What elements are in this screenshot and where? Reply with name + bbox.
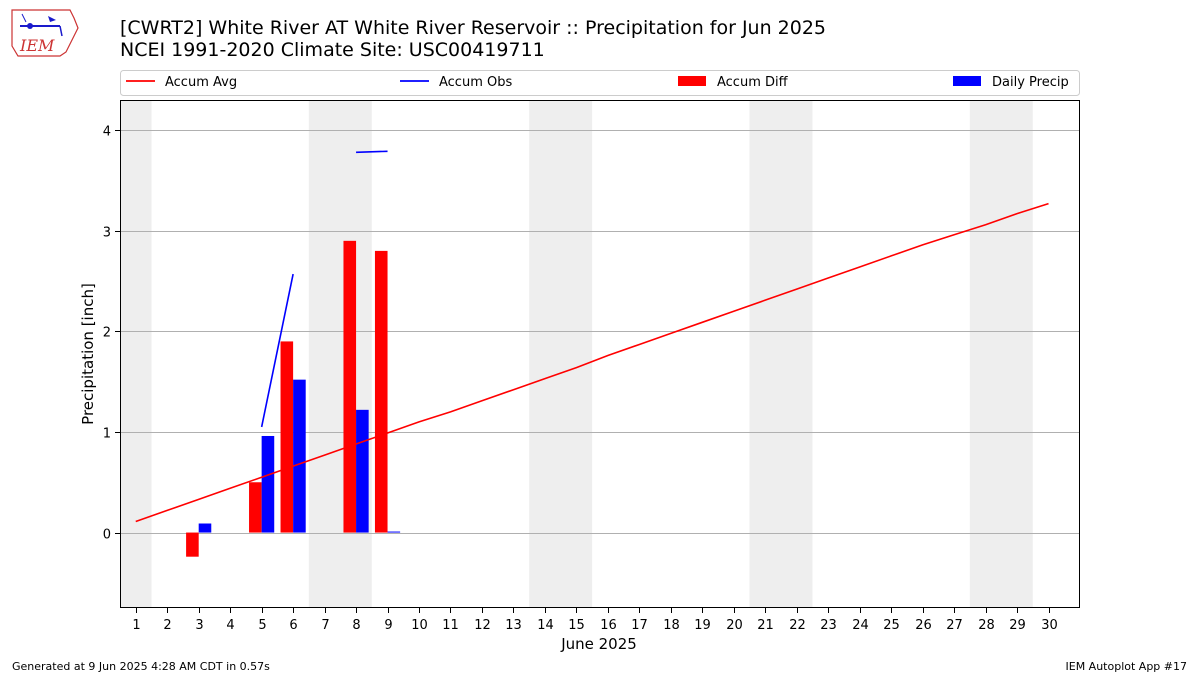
x-tick-label: 21 bbox=[757, 618, 774, 633]
accum-diff-bar bbox=[280, 341, 294, 533]
x-tick-label: 30 bbox=[1041, 618, 1058, 633]
x-tick-label: 27 bbox=[946, 618, 963, 633]
app-note: IEM Autoplot App #17 bbox=[1065, 660, 1188, 673]
y-tick-label: 1 bbox=[103, 427, 111, 442]
legend-frame bbox=[120, 70, 1080, 96]
x-tick-label: 26 bbox=[915, 618, 932, 633]
daily-precip-bar bbox=[293, 379, 306, 533]
grid-lines bbox=[120, 130, 1080, 534]
accum-diff-bar bbox=[249, 482, 262, 533]
x-tick-label: 15 bbox=[568, 618, 585, 633]
legend-accum-diff-swatch bbox=[678, 76, 706, 86]
accum-diff-bar bbox=[343, 240, 357, 533]
generated-note: Generated at 9 Jun 2025 4:28 AM CDT in 0… bbox=[12, 660, 270, 673]
y-axis-label: Precipitation [inch] bbox=[79, 283, 97, 425]
accum-diff-bar bbox=[186, 532, 199, 557]
x-tick-label: 28 bbox=[978, 618, 995, 633]
lines bbox=[135, 150, 1049, 523]
legend-daily-precip: Daily Precip bbox=[953, 75, 1069, 90]
weekend-band bbox=[749, 100, 813, 608]
y-tick-label: 4 bbox=[103, 125, 111, 140]
x-tick-label: 23 bbox=[820, 618, 837, 633]
iowa-outline-icon bbox=[11, 9, 79, 57]
chart-subtitle: NCEI 1991-2020 Climate Site: USC00419711 bbox=[120, 39, 545, 61]
iem-logo: IEM bbox=[11, 9, 79, 57]
legend-accum-diff: Accum Diff bbox=[678, 75, 789, 90]
x-tick-label: 7 bbox=[321, 618, 329, 633]
legend-daily-precip-swatch bbox=[953, 76, 981, 86]
x-tick-label: 22 bbox=[789, 618, 806, 633]
weekend-shading bbox=[120, 100, 1033, 608]
legend-accum-obs: Accum Obs bbox=[400, 75, 512, 90]
daily-precip-bar bbox=[356, 409, 369, 533]
x-tick-label: 18 bbox=[663, 618, 680, 633]
x-tick-label: 19 bbox=[694, 618, 711, 633]
x-tick-label: 24 bbox=[852, 618, 869, 633]
accum-avg-line bbox=[135, 202, 1049, 523]
accum-obs-line bbox=[260, 273, 294, 428]
daily-precip-bar bbox=[198, 523, 212, 533]
legend-accum-diff-label: Accum Diff bbox=[717, 75, 789, 90]
accum-obs-line bbox=[356, 150, 388, 154]
legend-accum-avg-label: Accum Avg bbox=[165, 75, 237, 90]
plot-frame bbox=[120, 100, 1080, 608]
x-tick-label: 17 bbox=[631, 618, 648, 633]
weekend-band bbox=[969, 100, 1033, 608]
accum-diff-bar bbox=[374, 250, 388, 533]
x-tick-label: 10 bbox=[411, 618, 428, 633]
x-tick-label: 8 bbox=[352, 618, 360, 633]
x-tick-label: 11 bbox=[442, 618, 459, 633]
x-tick-label: 25 bbox=[883, 618, 900, 633]
x-tick-label: 29 bbox=[1009, 618, 1026, 633]
y-tick-label: 0 bbox=[103, 528, 111, 543]
x-axis-label: June 2025 bbox=[560, 635, 637, 653]
chart-title: [CWRT2] White River AT White River Reser… bbox=[120, 17, 827, 39]
logo-text: IEM bbox=[19, 36, 55, 55]
x-tick-label: 6 bbox=[289, 618, 297, 633]
x-tick-label: 16 bbox=[600, 618, 617, 633]
weekend-band bbox=[120, 100, 152, 608]
weekend-band bbox=[529, 100, 593, 608]
y-tick-label: 2 bbox=[103, 326, 111, 341]
x-tick-label: 2 bbox=[163, 618, 171, 633]
x-tick-label: 4 bbox=[226, 618, 234, 633]
legend-accum-avg: Accum Avg bbox=[126, 75, 237, 90]
legend-daily-precip-label: Daily Precip bbox=[992, 75, 1069, 90]
x-tick-label: 20 bbox=[726, 618, 743, 633]
x-tick-label: 3 bbox=[195, 618, 203, 633]
x-tick-label: 1 bbox=[132, 618, 140, 633]
x-tick-label: 9 bbox=[384, 618, 392, 633]
x-tick-label: 12 bbox=[474, 618, 491, 633]
daily-precip-bar bbox=[261, 435, 275, 533]
x-tick-label: 14 bbox=[537, 618, 554, 633]
x-tick-label: 5 bbox=[258, 618, 266, 633]
legend: Accum Avg Accum Obs Accum Diff Daily Precip bbox=[120, 70, 1080, 96]
daily-precip-bar bbox=[387, 531, 401, 533]
y-tick-label: 3 bbox=[103, 226, 111, 241]
x-tick-label: 13 bbox=[505, 618, 522, 633]
legend-accum-obs-label: Accum Obs bbox=[439, 75, 512, 90]
